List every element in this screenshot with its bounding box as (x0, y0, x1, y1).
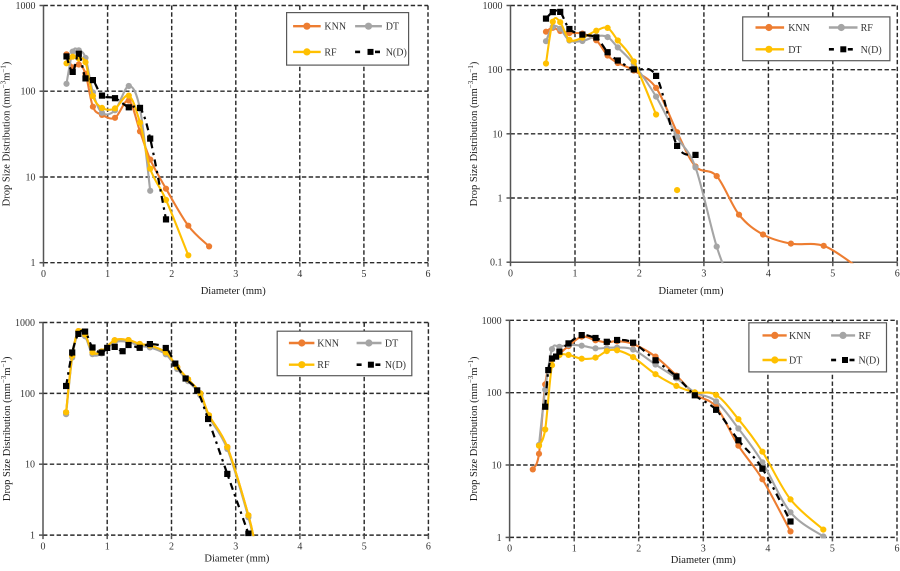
svg-text:Drop Size Distribution (mm−3m−: Drop Size Distribution (mm−3m−1) (0, 356, 13, 501)
svg-text:KNN: KNN (788, 23, 810, 34)
svg-text:3: 3 (233, 269, 238, 280)
svg-text:4: 4 (297, 269, 302, 280)
svg-text:1: 1 (105, 541, 110, 552)
svg-text:1000: 1000 (16, 1, 36, 12)
svg-text:100: 100 (487, 388, 502, 399)
svg-text:DT: DT (385, 339, 398, 350)
svg-text:1: 1 (30, 531, 35, 542)
svg-text:5: 5 (361, 269, 366, 280)
svg-text:2: 2 (169, 269, 174, 280)
svg-text:3: 3 (233, 541, 238, 552)
svg-text:0: 0 (507, 544, 512, 555)
svg-text:RF: RF (861, 23, 874, 34)
svg-text:2: 2 (169, 541, 174, 552)
svg-text:4: 4 (765, 544, 770, 555)
svg-text:0.1: 0.1 (490, 258, 503, 269)
svg-text:1: 1 (497, 533, 502, 544)
svg-text:Drop Size Distribution (mm−3m−: Drop Size Distribution (mm−3m−1) (467, 356, 480, 501)
svg-text:1000: 1000 (482, 316, 502, 327)
svg-text:100: 100 (488, 65, 503, 76)
svg-text:100: 100 (20, 389, 35, 400)
svg-text:10: 10 (493, 129, 503, 140)
svg-text:DT: DT (788, 45, 801, 56)
svg-text:1000: 1000 (483, 1, 503, 12)
svg-text:Drop Size Distribution (mm−3m−: Drop Size Distribution (mm−3m−1) (467, 61, 480, 206)
svg-text:6: 6 (426, 541, 431, 552)
svg-text:2: 2 (636, 544, 641, 555)
svg-text:6: 6 (895, 269, 900, 280)
svg-text:1: 1 (105, 269, 110, 280)
svg-text:5: 5 (830, 544, 835, 555)
svg-text:DT: DT (789, 356, 802, 367)
svg-text:3: 3 (701, 544, 706, 555)
svg-text:Drop Size Distribution (mm−3m−: Drop Size Distribution (mm−3m−1) (0, 61, 13, 206)
svg-text:Diameter (mm): Diameter (mm) (204, 554, 270, 565)
svg-text:DT: DT (386, 22, 399, 33)
svg-text:RF: RF (859, 331, 872, 342)
svg-text:N(D): N(D) (386, 47, 407, 58)
svg-text:KNN: KNN (789, 331, 811, 342)
svg-text:4: 4 (766, 269, 771, 280)
svg-text:N(D): N(D) (861, 45, 882, 56)
svg-text:RF: RF (317, 360, 330, 371)
svg-text:1: 1 (573, 269, 578, 280)
svg-text:100: 100 (21, 87, 36, 98)
svg-text:6: 6 (895, 544, 900, 555)
svg-text:5: 5 (362, 541, 367, 552)
svg-text:0: 0 (41, 269, 46, 280)
svg-text:2: 2 (637, 269, 642, 280)
svg-text:RF: RF (324, 47, 337, 58)
svg-text:Diameter (mm): Diameter (mm) (671, 555, 737, 566)
svg-text:0: 0 (41, 541, 46, 552)
svg-text:10: 10 (25, 460, 35, 471)
svg-text:KNN: KNN (324, 22, 346, 33)
svg-text:5: 5 (830, 269, 835, 280)
svg-text:Diameter (mm): Diameter (mm) (658, 286, 724, 297)
svg-text:0: 0 (508, 269, 513, 280)
svg-text:KNN: KNN (317, 339, 339, 350)
svg-text:N(D): N(D) (859, 356, 880, 367)
svg-text:1: 1 (31, 258, 36, 269)
svg-text:1: 1 (498, 194, 503, 205)
svg-text:1: 1 (572, 544, 577, 555)
svg-text:3: 3 (701, 269, 706, 280)
svg-text:10: 10 (26, 173, 36, 184)
svg-text:1000: 1000 (15, 318, 35, 329)
svg-text:4: 4 (297, 541, 302, 552)
svg-text:6: 6 (426, 269, 431, 280)
svg-text:N(D): N(D) (385, 360, 406, 371)
svg-text:Diameter (mm): Diameter (mm) (201, 286, 267, 297)
svg-text:10: 10 (492, 461, 502, 472)
